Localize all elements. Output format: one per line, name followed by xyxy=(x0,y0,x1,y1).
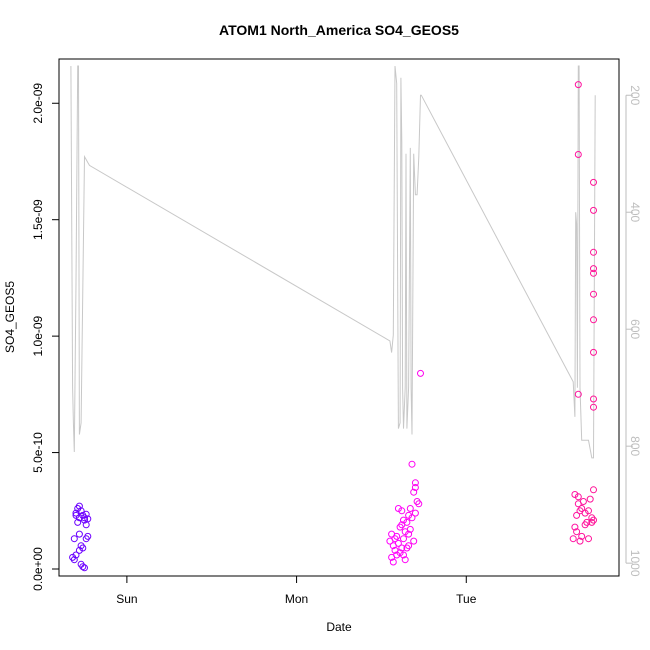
data-point xyxy=(75,530,83,538)
x-tick-label: Tue xyxy=(456,592,477,606)
data-point xyxy=(590,265,597,273)
scatter-points-layer xyxy=(69,81,597,572)
data-point xyxy=(581,521,589,529)
data-point xyxy=(79,563,87,571)
data-point xyxy=(573,528,581,536)
y-axis-label: SO4_GEOS5 xyxy=(3,281,17,353)
data-point xyxy=(77,507,85,515)
data-point xyxy=(406,505,414,512)
chart-title: ATOM1 North_America SO4_GEOS5 xyxy=(219,22,459,38)
pressure-line xyxy=(70,65,596,459)
data-point xyxy=(70,535,78,543)
data-point xyxy=(588,518,596,526)
data-point xyxy=(590,348,597,356)
plot-area-frame xyxy=(58,58,620,577)
data-point xyxy=(411,509,419,517)
data-point xyxy=(571,523,579,531)
data-point xyxy=(415,500,423,508)
data-point xyxy=(590,316,597,324)
right-tick-label: 200 xyxy=(628,85,642,105)
data-point xyxy=(576,537,584,545)
y-tick-label: 1.5e-09 xyxy=(31,199,45,240)
data-point xyxy=(574,390,582,398)
data-point xyxy=(405,530,413,538)
data-point xyxy=(81,514,88,522)
pressure-line-layer xyxy=(70,65,596,459)
y-tick-label: 0.0e+00 xyxy=(31,547,45,591)
data-point xyxy=(590,248,597,256)
data-point xyxy=(590,178,597,186)
data-point xyxy=(590,269,597,277)
data-point xyxy=(403,544,411,552)
y-tick-label: 1.0e-09 xyxy=(31,315,45,356)
data-point xyxy=(81,564,88,572)
data-point xyxy=(406,525,414,533)
data-point xyxy=(400,535,407,543)
data-point xyxy=(408,460,416,468)
data-point xyxy=(579,498,587,505)
data-point xyxy=(574,81,582,89)
data-point xyxy=(585,535,592,543)
data-point xyxy=(411,484,419,491)
data-point xyxy=(578,505,586,512)
data-point xyxy=(585,507,592,515)
data-point xyxy=(590,290,597,298)
data-point xyxy=(590,486,597,494)
data-point xyxy=(578,532,586,540)
data-point xyxy=(569,535,577,543)
data-point xyxy=(75,502,83,510)
data-point xyxy=(394,539,402,547)
data-point xyxy=(391,535,399,543)
data-point xyxy=(417,369,424,377)
y-tick-label: 5.0e-10 xyxy=(31,432,45,473)
x-tick-label: Sun xyxy=(116,592,137,606)
data-point xyxy=(389,558,397,566)
data-point xyxy=(398,544,406,552)
data-point xyxy=(400,551,407,559)
data-point xyxy=(411,479,419,487)
data-point xyxy=(590,395,597,403)
right-tick-label: 800 xyxy=(628,436,642,456)
data-point xyxy=(75,546,83,554)
x-tick-label: Mon xyxy=(285,592,308,606)
data-point xyxy=(398,521,406,529)
axes-layer: Sun Mon Tue 0.0e+00 5.0e-10 1.0e-09 1.5e-09 2.0… xyxy=(31,83,642,606)
data-point xyxy=(74,518,82,526)
data-point xyxy=(394,505,402,512)
right-tick-label: 400 xyxy=(628,202,642,222)
data-point xyxy=(410,488,418,496)
x-axis-label: Date xyxy=(326,620,352,634)
right-tick-label: 1000 xyxy=(628,550,642,577)
data-point xyxy=(70,556,78,564)
data-point xyxy=(573,511,581,519)
data-point xyxy=(82,521,90,529)
right-tick-label: 600 xyxy=(628,319,642,339)
data-point xyxy=(81,516,88,524)
data-point xyxy=(574,493,582,501)
y-tick-label: 2.0e-09 xyxy=(31,83,45,124)
data-point xyxy=(574,151,582,158)
data-point xyxy=(590,403,597,411)
data-point xyxy=(410,537,418,545)
data-point xyxy=(408,514,416,522)
data-point xyxy=(401,556,409,564)
data-point xyxy=(590,206,597,214)
data-point xyxy=(84,532,92,540)
data-point xyxy=(586,495,594,503)
